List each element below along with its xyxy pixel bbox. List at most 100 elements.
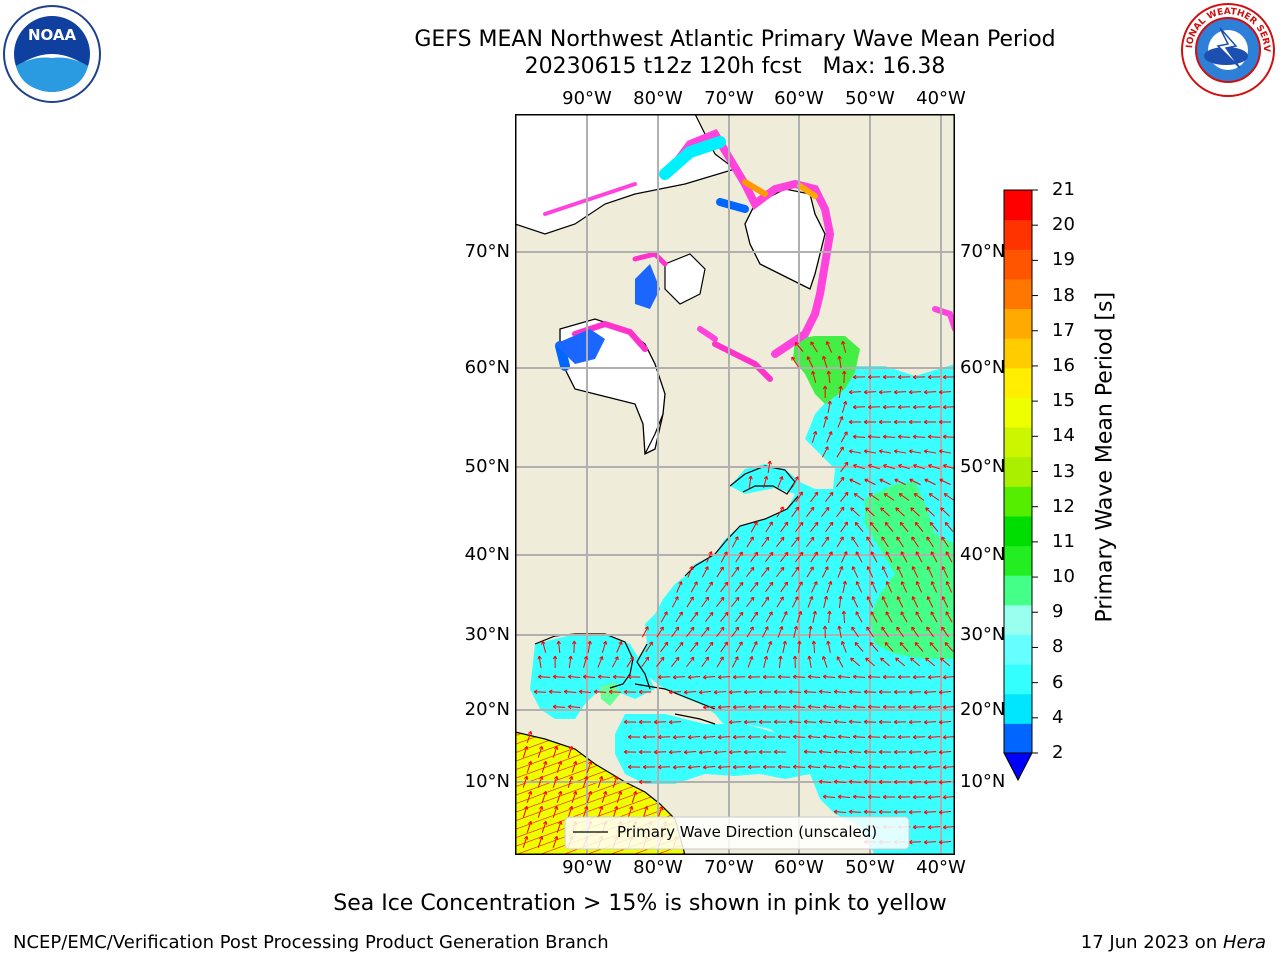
colorbar-tick-label: 12: [1052, 495, 1075, 517]
wave-direction-arrow: [807, 655, 812, 668]
wave-direction-arrow: [657, 674, 671, 680]
wave-direction-arrow: [885, 611, 893, 623]
wave-direction-arrow: [578, 689, 592, 694]
wave-direction-arrow: [822, 625, 828, 639]
lon-label-top-80w: 80°W: [633, 88, 683, 109]
wave-direction-arrow: [852, 434, 866, 439]
nws-logo: NATIONAL WEATHER SERVICE: [1180, 2, 1275, 97]
wave-direction-arrow: [941, 626, 949, 638]
wave-direction-arrow: [571, 760, 578, 773]
wave-direction-arrow: [657, 734, 671, 740]
wave-direction-arrow: [638, 749, 652, 755]
colorbar-tick-label: 2: [1052, 742, 1064, 763]
wave-direction-arrow: [848, 719, 862, 725]
wave-direction-arrow: [867, 764, 881, 770]
wave-direction-arrow: [750, 611, 759, 623]
wave-direction-arrow: [827, 610, 832, 624]
wave-direction-arrow: [732, 674, 746, 680]
wave-direction-arrow: [732, 704, 746, 710]
wave-direction-arrow: [747, 764, 761, 770]
wave-direction-arrow: [776, 596, 784, 608]
wave-direction-arrow: [928, 493, 940, 501]
wave-direction-arrow: [911, 626, 919, 638]
wave-direction-arrow: [811, 640, 817, 654]
wave-direction-arrow: [537, 674, 551, 680]
wave-direction-arrow: [735, 611, 744, 623]
wave-direction-arrow: [826, 580, 833, 593]
wave-direction-arrow: [926, 626, 934, 638]
wave-direction-arrow: [942, 825, 955, 830]
wave-direction-arrow: [867, 704, 881, 710]
wave-direction-arrow: [938, 419, 952, 425]
wave-direction-arrow: [797, 640, 802, 654]
wave-direction-arrow: [878, 419, 892, 425]
wave-direction-arrow: [552, 704, 566, 709]
wave-direction-arrow: [552, 674, 566, 679]
wave-direction-arrow: [782, 640, 788, 653]
wave-direction-arrow: [884, 642, 894, 652]
wave-direction-arrow: [522, 835, 529, 848]
wave-direction-arrows: [522, 340, 955, 848]
wave-direction-arrow: [776, 536, 785, 548]
wave-direction-arrow: [616, 790, 623, 803]
wave-direction-arrow: [656, 656, 665, 668]
wave-direction-arrow: [806, 566, 814, 578]
lat-label-left-60n: 60°N: [464, 357, 510, 378]
wave-direction-arrow: [883, 463, 896, 470]
wave-direction-arrow: [686, 596, 694, 608]
wave-direction-arrow: [867, 794, 881, 800]
wave-direction-arrow: [908, 839, 922, 845]
wave-direction-arrow: [923, 779, 937, 785]
wave-direction-arrow: [923, 809, 937, 815]
colorbar-bin: [1004, 249, 1032, 280]
wave-direction-arrow: [656, 626, 664, 638]
wave-direction-arrow: [897, 434, 911, 439]
wave-direction-arrow: [811, 430, 818, 443]
wave-direction-arrow: [911, 596, 919, 608]
wave-direction-arrow: [567, 775, 574, 788]
wave-direction-arrow: [881, 626, 889, 638]
wave-direction-arrow: [747, 674, 761, 680]
wave-direction-arrow: [923, 419, 937, 425]
wave-direction-arrow: [895, 657, 905, 667]
wave-direction-arrow: [823, 415, 829, 428]
ocean-gulf-caribbean: [530, 634, 655, 719]
wave-direction-arrow: [672, 674, 686, 680]
wave-direction-arrow: [930, 581, 938, 593]
wave-direction-arrow: [852, 734, 866, 740]
wave-direction-arrow: [586, 760, 593, 773]
wave-direction-arrow: [863, 449, 877, 454]
wave-direction-arrow: [942, 404, 955, 410]
lon-label-bottom-90w: 90°W: [562, 857, 612, 878]
wave-direction-arrow: [866, 626, 874, 638]
wave-direction-arrow: [792, 734, 806, 740]
wave-direction-arrow: [897, 734, 911, 740]
wave-direction-arrow: [941, 566, 949, 578]
wave-direction-arrow: [938, 720, 952, 725]
wave-direction-arrow: [811, 581, 818, 593]
wave-direction-arrow: [908, 719, 922, 725]
wave-direction-arrow: [567, 674, 581, 679]
wave-direction-arrow: [777, 674, 791, 680]
wave-direction-arrow: [840, 641, 847, 653]
colorbar-tick-label: 11: [1052, 530, 1075, 552]
wave-direction-arrow: [818, 749, 832, 754]
wave-direction-arrow: [868, 463, 881, 470]
wave-direction-arrow: [897, 764, 911, 770]
wave-direction-arrow: [923, 389, 937, 395]
wave-direction-arrow: [893, 389, 907, 395]
wave-direction-arrow: [776, 566, 785, 578]
wave-direction-arrow: [701, 656, 710, 668]
colorbar: [1003, 189, 1038, 782]
wave-direction-arrow: [912, 704, 926, 710]
wave-direction-arrow: [806, 536, 815, 548]
wave-direction-arrow: [795, 491, 803, 503]
wave-direction-arrow: [717, 764, 731, 770]
wave-direction-arrow: [940, 507, 950, 517]
wave-direction-arrow: [746, 626, 754, 638]
wave-direction-arrow: [930, 611, 938, 623]
wave-direction-arrow: [878, 389, 892, 395]
wave-direction-arrow: [893, 719, 907, 725]
wave-direction-arrow: [720, 611, 729, 623]
wave-direction-arrow: [702, 765, 716, 770]
